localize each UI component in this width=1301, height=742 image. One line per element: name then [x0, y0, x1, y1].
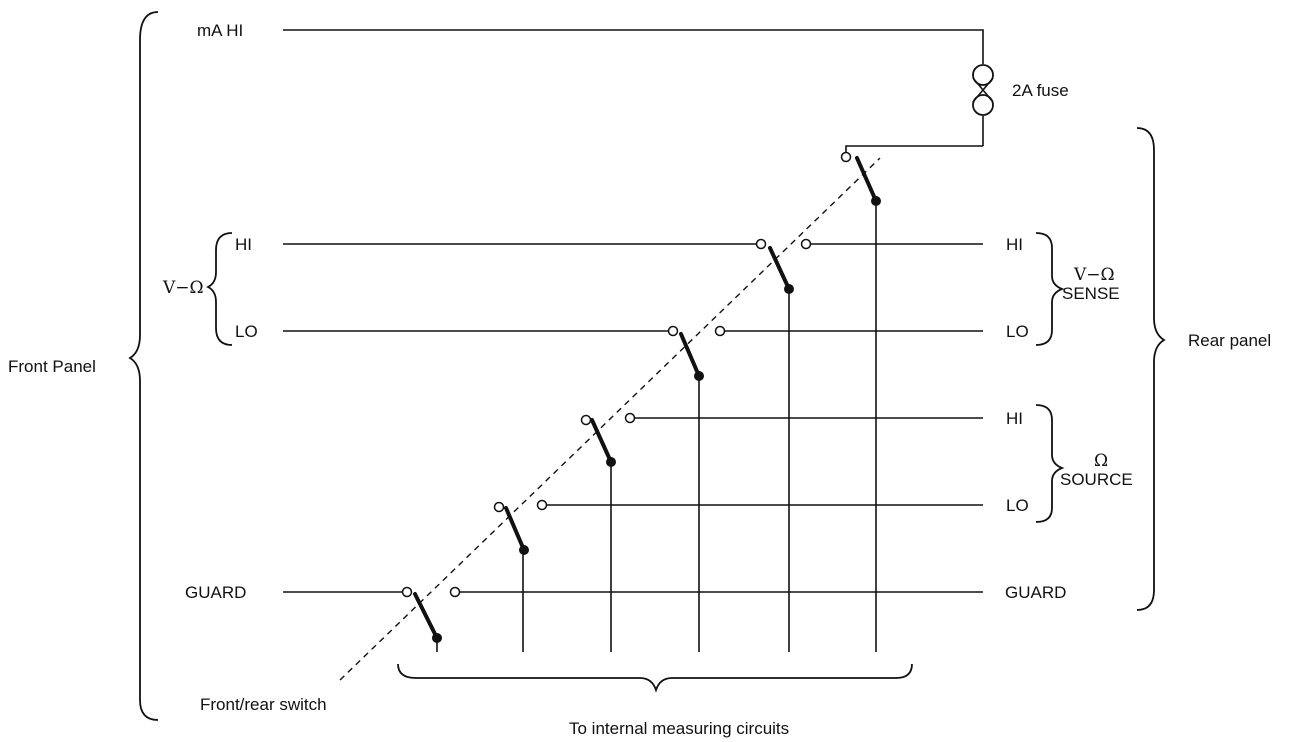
- wires: [283, 29, 984, 652]
- switch-linkage-dashed: [339, 157, 881, 681]
- rear-source-ohm-label: Ω: [1094, 451, 1108, 471]
- rear-panel-brace: [1136, 127, 1166, 611]
- internal-circuits-brace: [397, 663, 913, 693]
- ma-hi-label: mA HI: [197, 21, 243, 40]
- rear-guard-label: GUARD: [1005, 583, 1066, 602]
- rear-sense-hi-label: HI: [1006, 235, 1023, 254]
- rear-sense-lo-label: LO: [1006, 322, 1029, 341]
- switch-guard: [401, 586, 461, 643]
- rear-source-hi-label: HI: [1006, 409, 1023, 428]
- rear-panel-label: Rear panel: [1188, 331, 1271, 350]
- rear-sense-brace: [1035, 232, 1065, 346]
- rear-source-brace: [1035, 404, 1065, 523]
- rear-source-lo-label: LO: [1006, 496, 1029, 515]
- rear-sense-v-ohm-label: V−Ω: [1073, 265, 1115, 285]
- fuse-to-switch-wire-b: [845, 145, 983, 154]
- ma-hi-wire: [283, 29, 984, 64]
- switch-source-hi: [580, 412, 636, 467]
- rear-sense-word-label: SENSE: [1062, 284, 1120, 303]
- internal-circuits-label: To internal measuring circuits: [569, 719, 789, 738]
- front-panel-brace: [128, 11, 159, 721]
- front-v-ohm-brace: [205, 232, 233, 346]
- front-rear-switch-label: Front/rear switch: [200, 695, 327, 714]
- fuse-symbol: [972, 64, 994, 116]
- front-guard-label: GUARD: [185, 583, 246, 602]
- front-lo-label: LO: [235, 322, 258, 341]
- switch-ma-hi: [840, 151, 881, 206]
- front-panel-label: Front Panel: [8, 357, 96, 376]
- switch-v-ohm-lo: [667, 325, 726, 381]
- front-v-ohm-label: V−Ω: [162, 278, 204, 298]
- fuse-label: 2A fuse: [1012, 81, 1069, 100]
- rear-source-word-label: SOURCE: [1060, 470, 1133, 489]
- switch-v-ohm-hi: [755, 238, 812, 294]
- switch-source-lo: [493, 499, 548, 555]
- front-hi-label: HI: [235, 235, 252, 254]
